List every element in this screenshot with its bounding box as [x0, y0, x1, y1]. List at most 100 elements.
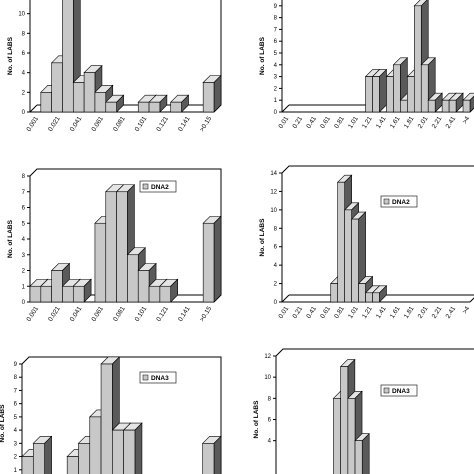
- bar-front: [365, 76, 373, 113]
- y-tick-label: 8: [14, 375, 18, 381]
- bar-front: [89, 416, 102, 474]
- bar-2.11: [427, 92, 443, 113]
- x-tick-label: 1.41: [375, 115, 388, 130]
- x-tick-label: 0.121: [155, 305, 170, 323]
- bar-0.121: [159, 278, 179, 303]
- bar-side: [44, 435, 52, 474]
- bar-2.41: [448, 92, 464, 113]
- bar-front: [148, 101, 161, 113]
- y-tick-label: 7: [274, 27, 278, 33]
- y-tick-label: 2: [274, 282, 278, 288]
- legend-swatch: [383, 198, 390, 205]
- bar-front: [116, 191, 128, 303]
- legend: DNA2: [380, 195, 418, 208]
- bar-front: [94, 92, 107, 113]
- chart-panel-middle-right: 0 2 4 6 8 10 12 14 No. of LABS 0.01 0.21 0.41 0.61 0.…: [259, 165, 474, 320]
- x-tick-label: 0.21: [291, 115, 304, 130]
- x-tick-label: 0.081: [112, 305, 127, 323]
- y-tick-label: 0: [274, 300, 278, 306]
- legend-swatch: [142, 183, 149, 190]
- y-tick-label: 6: [22, 51, 26, 57]
- x-tick-label: 0.61: [319, 115, 332, 130]
- legend-box: [139, 180, 177, 193]
- y-axis-label: No. of LABS: [7, 219, 14, 258]
- y-tick-label: 3: [22, 253, 26, 259]
- bar-front: [170, 101, 182, 113]
- bar-0.091: [122, 422, 143, 474]
- bar-front: [400, 99, 408, 113]
- bar-front: [72, 285, 85, 303]
- bar-front: [105, 191, 117, 303]
- legend-swatch: [142, 374, 149, 381]
- y-tick-label: 5: [14, 415, 18, 421]
- bar-side: [361, 432, 370, 474]
- x-tick-label: >0.15: [199, 115, 214, 133]
- bar-front: [333, 398, 341, 474]
- bar-front: [330, 283, 339, 303]
- y-tick-label: 0: [274, 110, 278, 116]
- bar-front: [420, 64, 429, 113]
- y-tick-label: 2: [22, 269, 26, 275]
- y-tick-label: 6: [274, 39, 278, 45]
- bar-front: [413, 5, 422, 113]
- x-tick-label: 0.061: [90, 305, 105, 323]
- x-tick-label: 1.01: [347, 305, 360, 320]
- chart-panel-bottom-right: 4 6 8 10 12 No. of LABS DNA3: [253, 348, 474, 474]
- bar-1.11: [354, 432, 370, 474]
- legend-box: [139, 371, 177, 384]
- legend-swatch: [383, 387, 390, 394]
- y-tick-label: 4: [274, 263, 278, 269]
- x-tick-label: 2.41: [445, 115, 458, 130]
- y-tick-label: 0: [22, 110, 26, 116]
- bar-front: [337, 181, 345, 303]
- x-tick-label: 0.001: [26, 115, 41, 133]
- y-tick-label: 3: [14, 441, 18, 447]
- bar-front: [344, 209, 352, 303]
- bar-front: [32, 443, 45, 474]
- y-tick-label: 6: [14, 402, 18, 408]
- x-tick-label: 0.021: [47, 115, 62, 133]
- bar-front: [372, 292, 380, 303]
- x-tick-label: 0.41: [305, 115, 318, 130]
- y-tick-label: 5: [274, 51, 278, 57]
- y-tick-label: 9: [14, 362, 18, 368]
- bar-front: [354, 440, 363, 474]
- chart-panel-bottom-left: 1 2 3 4 5 6 7 8 9 No. of LABS DNA3: [0, 356, 222, 474]
- bar-front: [94, 222, 107, 303]
- x-tick-label: 0.041: [69, 305, 84, 323]
- y-tick-label: 4: [274, 63, 278, 69]
- y-tick-label: 4: [22, 71, 26, 77]
- bar-front: [393, 64, 401, 113]
- bar-front: [340, 366, 349, 474]
- bar-0.041: [72, 278, 92, 303]
- bar->4: [462, 92, 474, 113]
- bar-front: [66, 456, 79, 474]
- y-tick-label: 6: [22, 206, 26, 212]
- x-tick-label: 1.41: [375, 305, 388, 320]
- bar-front: [51, 270, 63, 303]
- bar-front: [62, 0, 74, 113]
- y-tick-label: 10: [18, 12, 25, 18]
- x-tick-label: 0.01: [278, 115, 291, 130]
- x-tick-label: 2.21: [431, 305, 444, 320]
- y-tick-label: 5: [22, 221, 26, 227]
- x-tick-label: 1.21: [361, 305, 374, 320]
- bar-front: [347, 398, 356, 474]
- x-tick-label: 0.101: [134, 115, 149, 133]
- bar-front: [372, 76, 380, 113]
- axis-frame: [281, 173, 470, 303]
- y-tick-label: 0: [22, 300, 26, 306]
- legend: DNA3: [380, 384, 418, 397]
- legend-label: DNA2: [392, 199, 410, 206]
- bar->0.15: [202, 215, 222, 303]
- legend-box: [380, 195, 418, 208]
- y-tick-label: 1: [22, 284, 26, 290]
- bar-side: [213, 435, 222, 474]
- y-tick-label: 9: [274, 4, 278, 10]
- y-axis-label: No. of LABS: [259, 36, 266, 75]
- bar-0.131: [169, 94, 190, 113]
- y-axis-label: No. of LABS: [7, 36, 14, 75]
- x-tick-label: 2.21: [431, 115, 444, 130]
- bar-front: [21, 456, 34, 474]
- x-tick-label: 0.141: [177, 305, 192, 323]
